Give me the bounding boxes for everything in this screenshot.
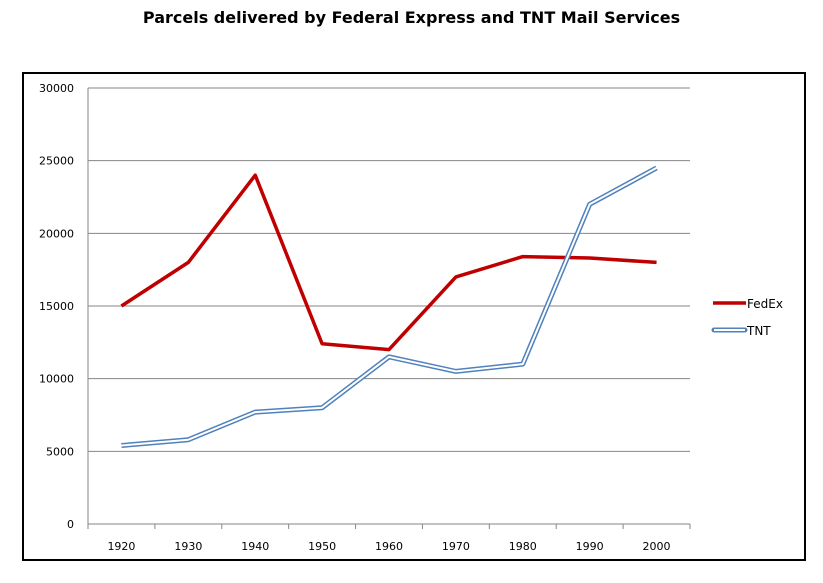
chart-title: Parcels delivered by Federal Express and… [142,8,681,27]
series-line-fedex [120,173,657,352]
legend-label: FedEx [747,297,783,311]
y-tick-label: 15000 [39,300,74,313]
legend-label: TNT [746,324,771,338]
y-tick-label: 30000 [39,82,74,95]
chart-frame [22,72,806,561]
x-tick-label: 1980 [509,540,537,553]
x-tick-label: 1950 [308,540,336,553]
y-tick-label: 20000 [39,227,74,240]
x-tick-label: 1940 [241,540,269,553]
y-tick-label: 10000 [39,373,74,386]
series-line-tnt [121,165,658,449]
x-tick-label: 2000 [643,540,671,553]
y-tick-label: 0 [67,518,74,531]
x-tick-label: 1930 [174,540,202,553]
y-tick-label: 25000 [39,155,74,168]
y-tick-label: 5000 [46,445,74,458]
x-tick-label: 1920 [107,540,135,553]
series-line-inner-tnt [121,167,658,447]
x-tick-label: 1970 [442,540,470,553]
x-tick-label: 1960 [375,540,403,553]
x-tick-label: 1990 [576,540,604,553]
